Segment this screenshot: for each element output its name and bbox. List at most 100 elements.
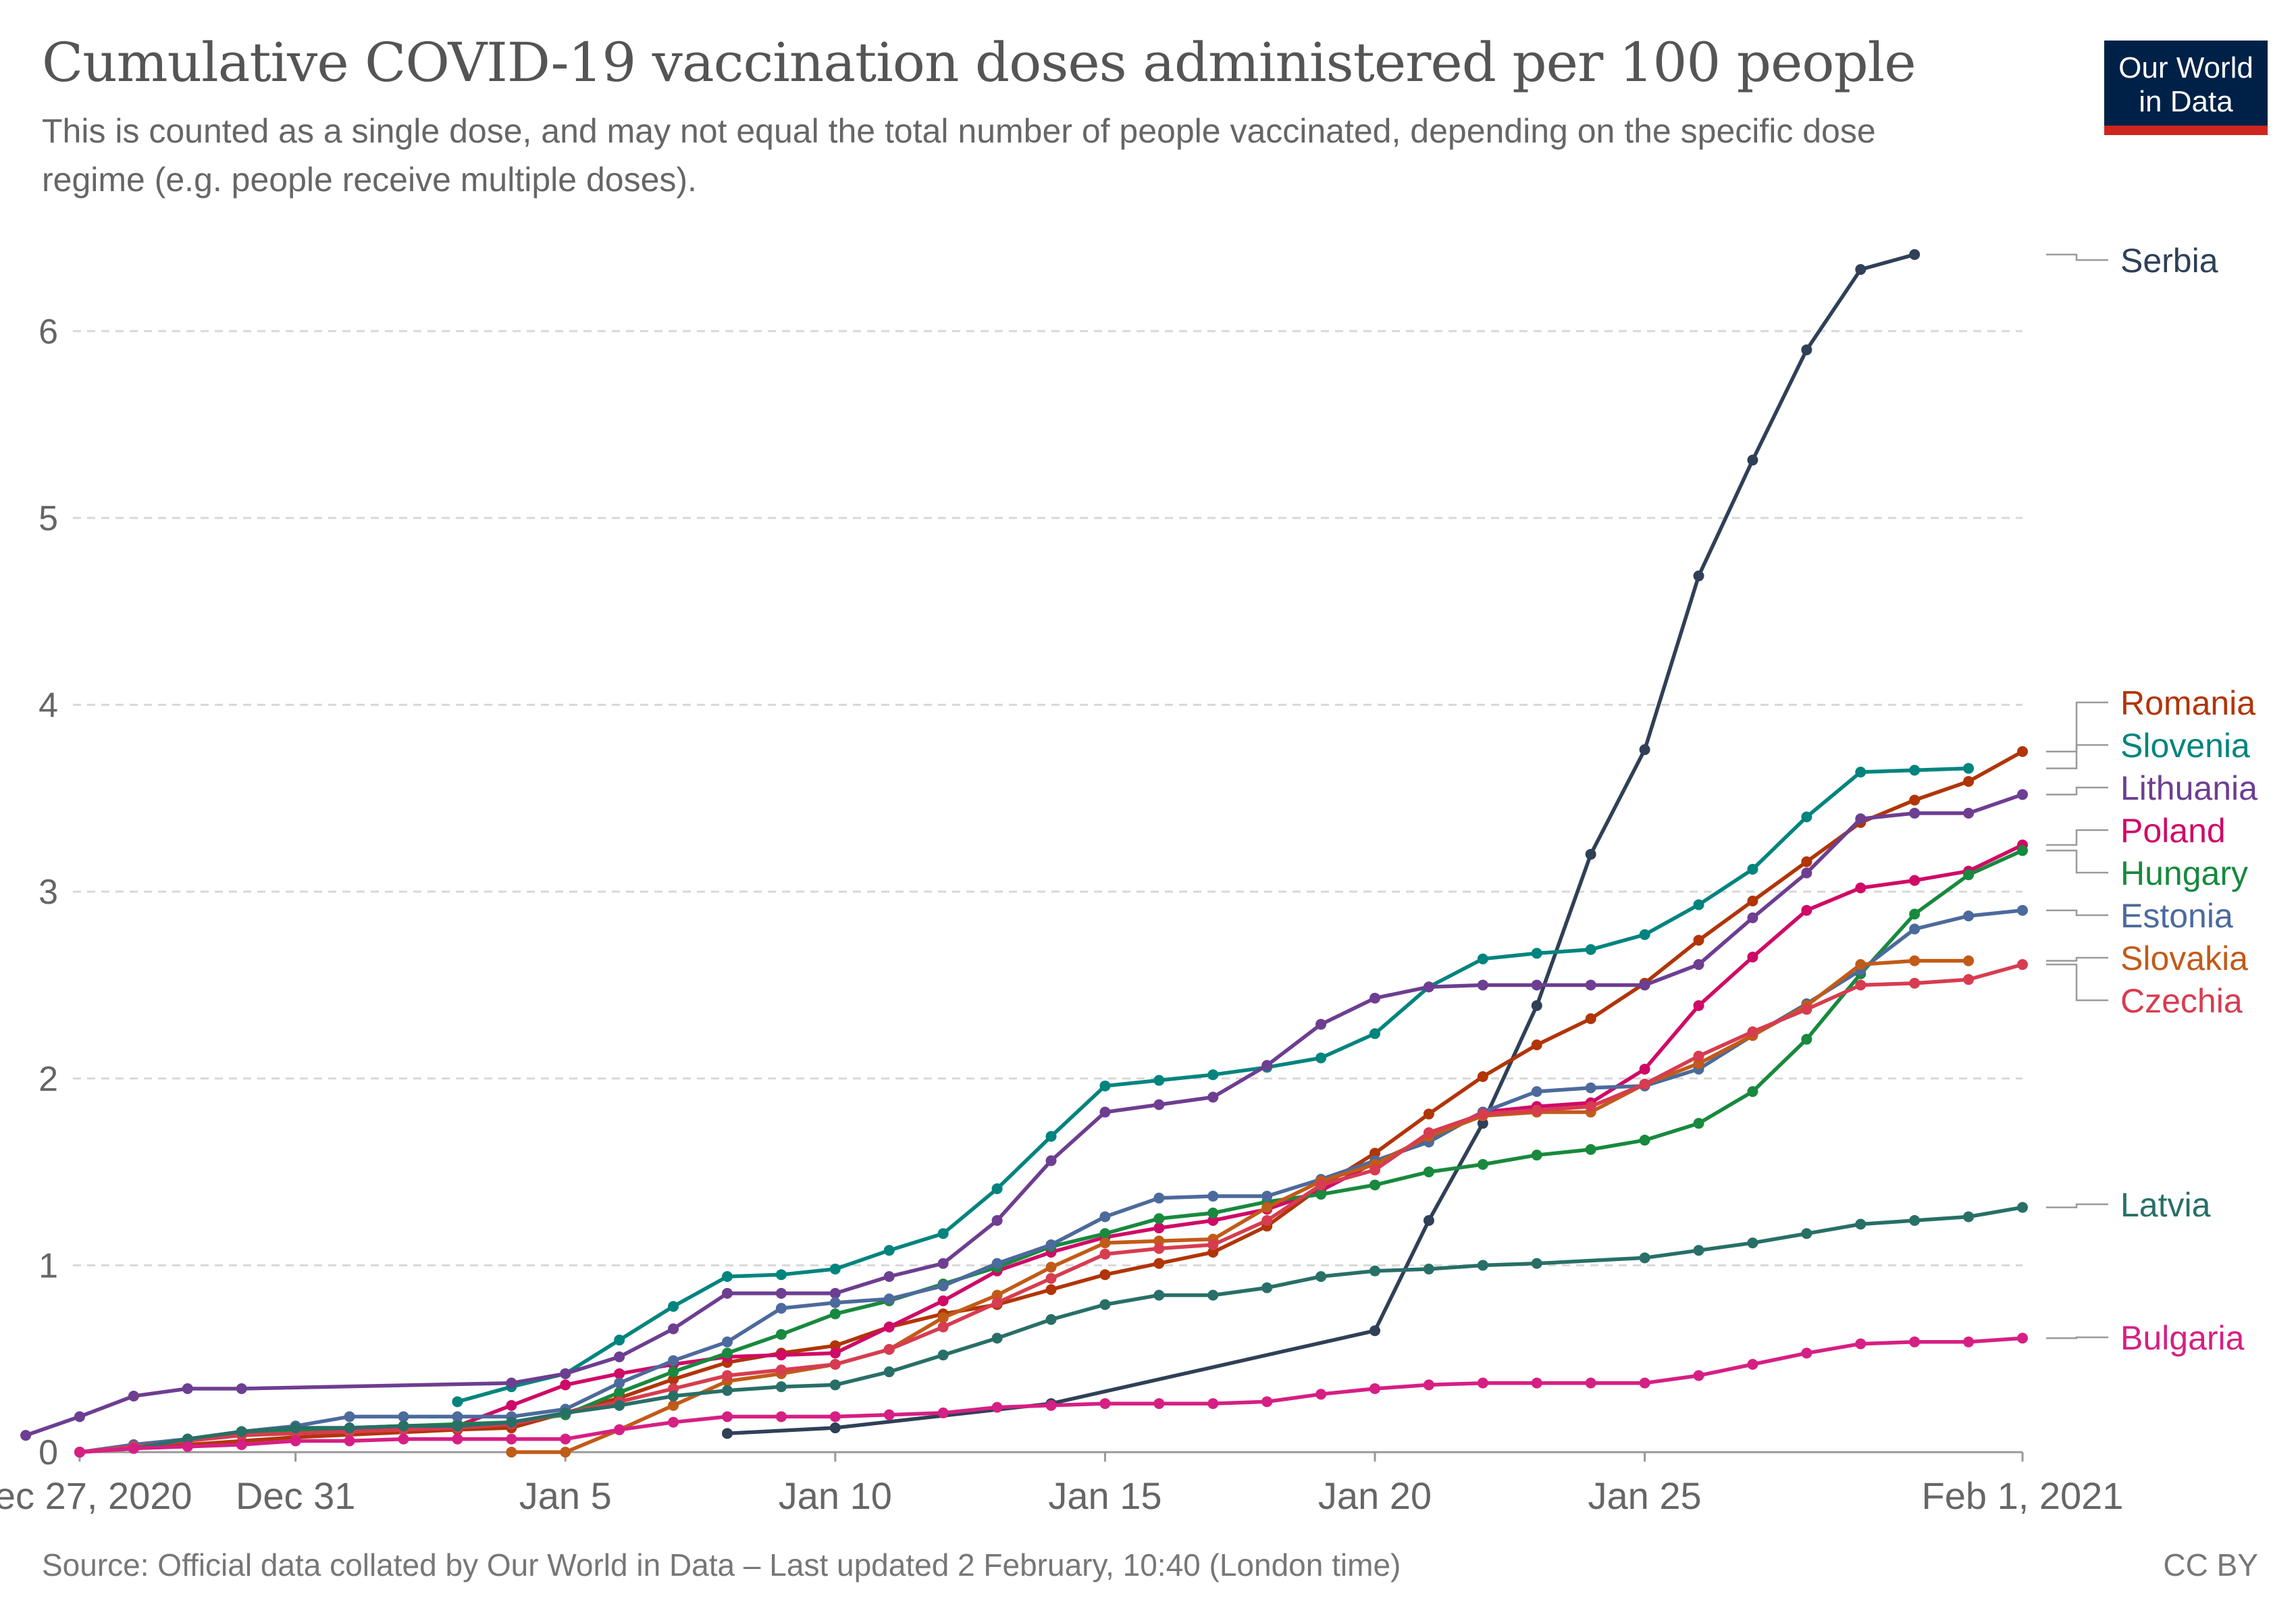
data-point[interactable] bbox=[883, 1343, 895, 1355]
data-point[interactable] bbox=[1369, 1265, 1380, 1277]
data-point[interactable] bbox=[1153, 1235, 1165, 1247]
data-point[interactable] bbox=[829, 1422, 841, 1434]
data-point[interactable] bbox=[937, 1407, 949, 1418]
data-point[interactable] bbox=[1315, 1052, 1327, 1064]
data-point[interactable] bbox=[1801, 344, 1812, 355]
series-slovenia[interactable] bbox=[452, 763, 1975, 1408]
data-point[interactable] bbox=[1855, 813, 1867, 825]
data-point[interactable] bbox=[1855, 959, 1867, 971]
series-line[interactable] bbox=[455, 766, 1971, 1404]
data-point[interactable] bbox=[1153, 1258, 1165, 1269]
data-point[interactable] bbox=[290, 1435, 301, 1447]
data-point[interactable] bbox=[1585, 1082, 1596, 1093]
data-point[interactable] bbox=[775, 1364, 787, 1376]
data-point[interactable] bbox=[1207, 1239, 1219, 1250]
data-point[interactable] bbox=[1153, 1099, 1165, 1110]
data-point[interactable] bbox=[1909, 977, 1921, 989]
data-point[interactable] bbox=[991, 1289, 1003, 1301]
data-point[interactable] bbox=[1531, 948, 1542, 959]
data-point[interactable] bbox=[1477, 979, 1488, 991]
data-point[interactable] bbox=[1693, 1000, 1704, 1011]
data-point[interactable] bbox=[452, 1411, 463, 1422]
data-point[interactable] bbox=[1693, 1245, 1704, 1256]
data-point[interactable] bbox=[182, 1441, 193, 1452]
legend-label-hungary[interactable]: Hungary bbox=[2120, 854, 2248, 892]
data-point[interactable] bbox=[1423, 1379, 1434, 1391]
data-point[interactable] bbox=[74, 1447, 85, 1458]
data-point[interactable] bbox=[1963, 955, 1975, 967]
data-point[interactable] bbox=[182, 1433, 193, 1445]
legend-label-czechia[interactable]: Czechia bbox=[2120, 982, 2243, 1020]
data-point[interactable] bbox=[1369, 1383, 1380, 1394]
data-point[interactable] bbox=[506, 1399, 517, 1411]
data-point[interactable] bbox=[236, 1383, 247, 1394]
data-point[interactable] bbox=[1909, 1336, 1921, 1347]
data-point[interactable] bbox=[1423, 1108, 1434, 1120]
data-point[interactable] bbox=[614, 1387, 625, 1398]
data-point[interactable] bbox=[1747, 1358, 1758, 1370]
data-point[interactable] bbox=[1585, 848, 1596, 860]
data-point[interactable] bbox=[775, 1287, 787, 1299]
data-point[interactable] bbox=[668, 1416, 679, 1428]
series-czechia[interactable] bbox=[74, 959, 2028, 1458]
data-point[interactable] bbox=[775, 1269, 787, 1281]
data-point[interactable] bbox=[614, 1368, 625, 1379]
data-point[interactable] bbox=[1639, 979, 1650, 991]
data-point[interactable] bbox=[1099, 1228, 1111, 1239]
data-point[interactable] bbox=[1369, 1179, 1380, 1191]
data-point[interactable] bbox=[1531, 1039, 1542, 1050]
legend-label-slovakia[interactable]: Slovakia bbox=[2120, 940, 2248, 977]
data-point[interactable] bbox=[1747, 951, 1758, 962]
series-bulgaria[interactable] bbox=[74, 1333, 2028, 1458]
legend-label-romania[interactable]: Romania bbox=[2120, 684, 2255, 722]
data-point[interactable] bbox=[2017, 1333, 2028, 1344]
data-point[interactable] bbox=[290, 1422, 301, 1434]
data-point[interactable] bbox=[1315, 1179, 1327, 1191]
data-point[interactable] bbox=[775, 1329, 787, 1340]
data-point[interactable] bbox=[1099, 1106, 1111, 1118]
data-point[interactable] bbox=[1801, 811, 1812, 823]
data-point[interactable] bbox=[1045, 1284, 1057, 1295]
data-point[interactable] bbox=[1045, 1314, 1057, 1325]
data-point[interactable] bbox=[722, 1428, 733, 1439]
data-point[interactable] bbox=[1207, 1247, 1219, 1258]
data-point[interactable] bbox=[1531, 1000, 1542, 1011]
data-point[interactable] bbox=[1423, 1127, 1434, 1138]
data-point[interactable] bbox=[1747, 1086, 1758, 1098]
data-point[interactable] bbox=[722, 1336, 733, 1347]
data-point[interactable] bbox=[1909, 923, 1921, 935]
data-point[interactable] bbox=[398, 1420, 409, 1432]
data-point[interactable] bbox=[1747, 455, 1758, 466]
data-point[interactable] bbox=[1477, 1159, 1488, 1170]
series-line[interactable] bbox=[78, 749, 2025, 1454]
data-point[interactable] bbox=[1423, 1214, 1434, 1226]
data-point[interactable] bbox=[722, 1270, 733, 1282]
data-point[interactable] bbox=[2017, 959, 2028, 971]
data-point[interactable] bbox=[452, 1396, 463, 1408]
legend-label-lithuania[interactable]: Lithuania bbox=[2120, 769, 2258, 807]
data-point[interactable] bbox=[344, 1411, 355, 1422]
data-point[interactable] bbox=[1747, 1237, 1758, 1249]
data-point[interactable] bbox=[775, 1381, 787, 1393]
data-point[interactable] bbox=[128, 1391, 139, 1402]
data-point[interactable] bbox=[1099, 1211, 1111, 1223]
data-point[interactable] bbox=[560, 1433, 571, 1445]
data-point[interactable] bbox=[1315, 1389, 1327, 1400]
data-point[interactable] bbox=[668, 1399, 679, 1411]
data-point[interactable] bbox=[1045, 1399, 1057, 1411]
data-point[interactable] bbox=[1261, 1214, 1273, 1226]
data-point[interactable] bbox=[1585, 944, 1596, 955]
data-point[interactable] bbox=[614, 1424, 625, 1435]
data-point[interactable] bbox=[2017, 789, 2028, 800]
data-point[interactable] bbox=[991, 1258, 1003, 1269]
data-point[interactable] bbox=[1531, 979, 1542, 991]
data-point[interactable] bbox=[1693, 1050, 1704, 1062]
data-point[interactable] bbox=[1693, 570, 1704, 582]
data-point[interactable] bbox=[614, 1377, 625, 1389]
data-point[interactable] bbox=[1531, 1150, 1542, 1161]
data-point[interactable] bbox=[1909, 807, 1921, 819]
legend-label-bulgaria[interactable]: Bulgaria bbox=[2120, 1319, 2245, 1357]
data-point[interactable] bbox=[506, 1447, 517, 1458]
data-point[interactable] bbox=[722, 1347, 733, 1359]
data-point[interactable] bbox=[1153, 1075, 1165, 1086]
